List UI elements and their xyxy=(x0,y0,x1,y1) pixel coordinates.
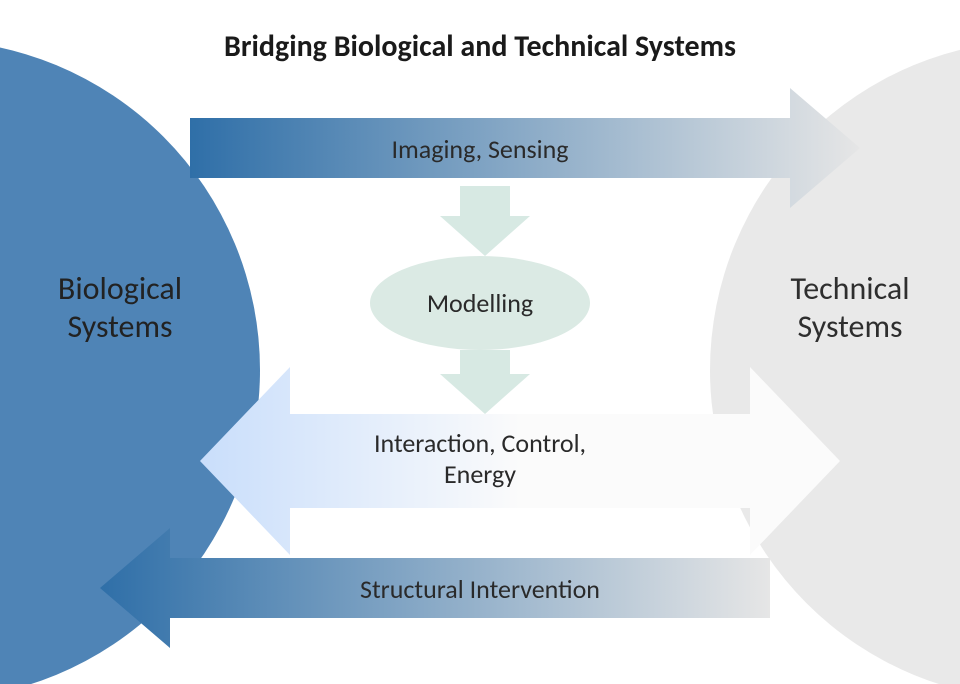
down-arrow-top xyxy=(440,186,530,256)
diagram-stage: Bridging Biological and Technical System… xyxy=(0,0,960,684)
modelling-label: Modelling xyxy=(427,287,533,319)
double-arrow-label-line1: Interaction, Control, xyxy=(374,427,586,459)
modelling-ellipse: Modelling xyxy=(370,256,590,350)
technical-systems-label: Technical Systems xyxy=(750,270,950,347)
structural-intervention-label: Structural Intervention xyxy=(300,574,660,605)
imaging-sensing-label: Imaging, Sensing xyxy=(300,134,660,165)
biological-label-line1: Biological xyxy=(58,269,182,308)
double-arrow-label-line2: Energy xyxy=(444,458,516,490)
technical-label-line1: Technical xyxy=(790,269,909,308)
biological-label-line2: Systems xyxy=(67,307,172,346)
technical-label-line2: Systems xyxy=(797,307,902,346)
interaction-control-energy-label: Interaction, Control, Energy xyxy=(300,428,660,490)
page-title: Bridging Biological and Technical System… xyxy=(0,28,960,65)
biological-systems-label: Biological Systems xyxy=(20,270,220,347)
